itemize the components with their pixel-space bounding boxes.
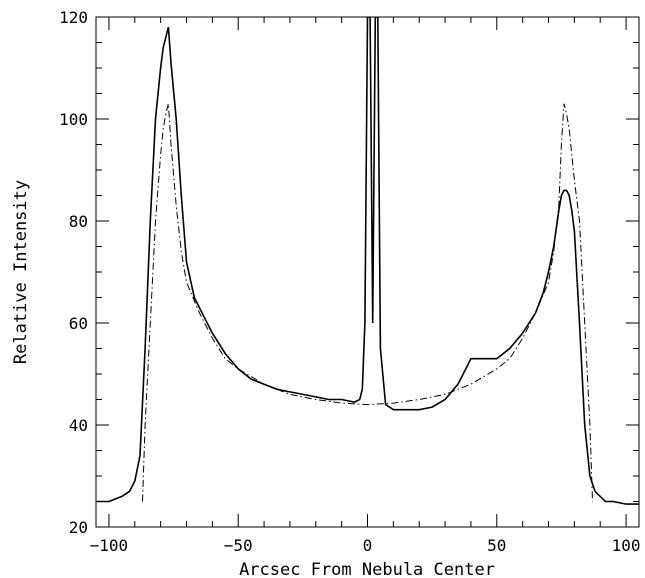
y-tick-label: 80 [69,212,88,231]
y-tick-label: 40 [69,416,88,435]
x-axis-title: Arcsec From Nebula Center [239,560,495,578]
observed-profile-line [96,17,639,505]
y-tick-label: 100 [59,110,88,129]
y-tick-label: 20 [69,518,88,537]
y-axis-title: Relative Intensity [11,180,31,364]
series-layer [96,17,639,505]
y-tick-label: 120 [59,8,88,27]
axis-ticks [96,16,639,528]
tick-labels: −100 −50 0 50 100 20 40 60 80 100 120 [59,8,640,555]
x-tick-label: −100 [90,536,129,555]
x-tick-label: 100 [612,536,641,555]
x-tick-label: 0 [363,536,373,555]
x-tick-label: 50 [487,536,506,555]
x-tick-label: −50 [224,536,253,555]
y-tick-label: 60 [69,314,88,333]
model-profile-line [142,103,593,502]
